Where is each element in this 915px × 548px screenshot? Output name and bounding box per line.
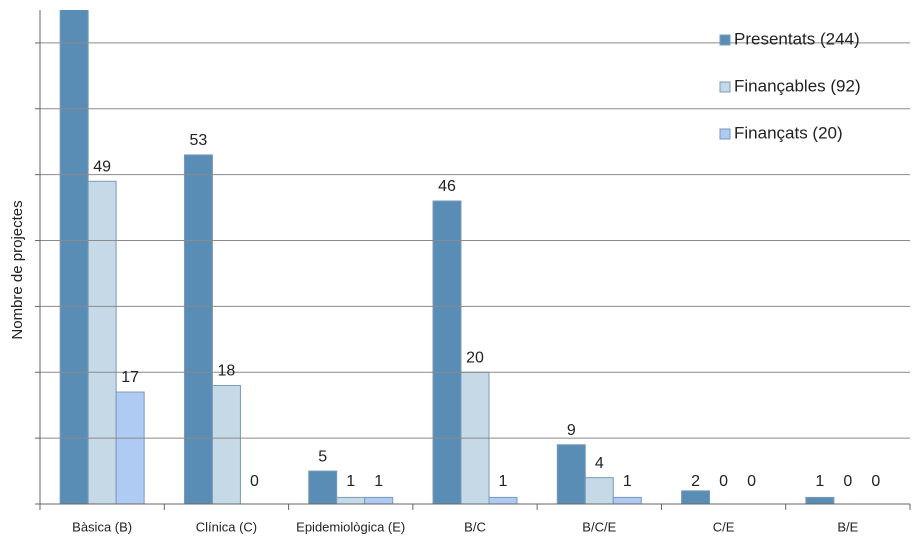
value-label: 0 — [250, 473, 259, 490]
x-tick-label: Epidemiològica (E) — [296, 519, 405, 534]
bar — [308, 470, 338, 505]
value-label: 20 — [466, 349, 484, 366]
legend-label: Presentats (244) — [734, 29, 860, 48]
value-label: 1 — [346, 473, 355, 490]
bar — [432, 200, 462, 505]
x-tick-label: Clínica (C) — [196, 519, 257, 534]
value-label: 17 — [121, 369, 139, 386]
bar — [211, 384, 241, 505]
value-label: 9 — [567, 422, 576, 439]
legend-label: Finançats (20) — [734, 123, 843, 142]
x-tick-label: C/E — [713, 519, 735, 534]
x-tick-label: B/E — [837, 519, 858, 534]
legend-swatch — [719, 34, 731, 46]
value-label: 18 — [218, 363, 236, 380]
bar — [115, 391, 145, 505]
value-label: 53 — [190, 132, 208, 149]
x-tick-label: Bàsica (B) — [72, 519, 132, 534]
bar — [556, 444, 586, 505]
legend-label: Finançables (92) — [734, 76, 861, 95]
value-label: 0 — [719, 473, 728, 490]
value-label: 1 — [623, 473, 632, 490]
y-axis-label: Nombre de projectes — [9, 200, 26, 339]
value-label: 0 — [843, 473, 852, 490]
x-tick-label: B/C/E — [582, 519, 616, 534]
bar — [488, 496, 518, 505]
value-label: 1 — [499, 473, 508, 490]
legend-swatch — [719, 81, 731, 93]
value-label: 2 — [691, 473, 700, 490]
value-label: 4 — [595, 455, 604, 472]
value-label: 1 — [815, 473, 824, 490]
bar — [364, 496, 394, 505]
bar — [87, 180, 117, 505]
value-label: 46 — [438, 178, 456, 195]
bar — [612, 496, 642, 505]
bar — [584, 477, 614, 505]
bar — [805, 496, 835, 505]
bar — [183, 154, 213, 505]
value-label: 0 — [747, 473, 756, 490]
x-tick-label: B/C — [464, 519, 486, 534]
value-label: 0 — [871, 473, 880, 490]
bar — [681, 490, 711, 505]
bar — [59, 10, 89, 505]
value-label: 5 — [318, 448, 327, 465]
bar — [336, 496, 366, 505]
plot-area — [59, 10, 835, 505]
value-label: 49 — [93, 158, 111, 175]
value-label: 1 — [374, 473, 383, 490]
legend-swatch — [719, 128, 731, 140]
